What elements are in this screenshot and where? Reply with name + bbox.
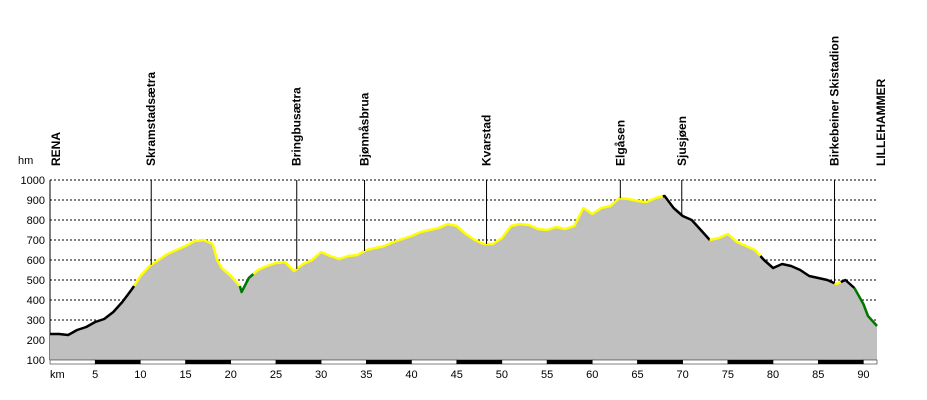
x-axis-band [230, 359, 277, 365]
y-tick-label: 500 [27, 275, 45, 287]
x-axis-unit: km [50, 369, 65, 381]
x-axis-band [366, 359, 412, 365]
place-label: Elgåsen [613, 120, 627, 166]
x-axis-band [818, 359, 864, 365]
x-tick-label: 60 [586, 369, 598, 381]
x-axis: km 5 10 15 20 25 30 35 40 45 50 55 60 65 70 75 80 85 90 [49, 359, 878, 381]
segment-yellow [252, 195, 664, 275]
x-tick-label: 40 [405, 369, 417, 381]
x-axis-band [637, 359, 683, 365]
x-axis-band [501, 359, 548, 365]
x-axis-band [592, 359, 638, 365]
x-tick-label: 10 [134, 369, 146, 381]
x-axis-band [546, 359, 593, 365]
x-axis-band [320, 359, 367, 365]
x-axis-band [185, 359, 232, 365]
x-tick-label: 30 [315, 369, 327, 381]
y-tick-label: 400 [27, 295, 45, 307]
x-tick-label: 25 [270, 369, 282, 381]
place-label: Bjønnåsbrua [358, 92, 372, 166]
y-tick-label: 600 [27, 255, 45, 267]
segment-black [840, 278, 856, 289]
x-axis-band [94, 359, 141, 365]
x-tick-label: 90 [857, 369, 869, 381]
y-tick-label: 1000 [21, 175, 45, 187]
y-tick-label: 100 [27, 355, 45, 367]
y-tick-label: 900 [27, 195, 45, 207]
y-tick-label: 700 [27, 235, 45, 247]
y-tick-label: 200 [27, 335, 45, 347]
profile-fill [50, 196, 877, 360]
x-axis-band [682, 359, 729, 365]
segment-yellow [133, 238, 241, 287]
x-axis-band [275, 359, 322, 365]
place-label: Kvarstad [480, 115, 494, 166]
segment-black [759, 255, 836, 285]
segment-black [50, 285, 136, 337]
y-tick-label: 800 [27, 215, 45, 227]
segment-yellow [709, 232, 762, 257]
place-label: RENA [49, 132, 63, 166]
x-tick-label: 20 [225, 369, 237, 381]
x-tick-label: 50 [496, 369, 508, 381]
x-axis-band [49, 359, 96, 365]
y-axis-unit: hm [18, 155, 33, 167]
x-tick-label: 55 [541, 369, 553, 381]
x-tick-label: 70 [677, 369, 689, 381]
segment-green [238, 273, 255, 294]
place-markers: RENA Skramstadsætra Bringbusætra Bjønnåsbru… [49, 36, 888, 284]
x-tick-label: 15 [179, 369, 191, 381]
place-label: Birkebeiner Skistadion [828, 36, 842, 166]
y-axis: hm 100 200 300 400 500 600 700 800 900 1000 [18, 155, 45, 367]
place-label: Bringbusætra [290, 87, 304, 166]
x-tick-label: 5 [92, 369, 98, 381]
profile-line-segments [50, 194, 878, 337]
place-label: LILLEHAMMER [874, 78, 888, 166]
x-axis-band [140, 359, 186, 365]
segment-green [853, 287, 878, 327]
place-label: Skramstadsætra [144, 72, 158, 166]
x-tick-label: 85 [812, 369, 824, 381]
x-axis-band [456, 359, 503, 365]
place-label: Sjusjøen [675, 116, 689, 166]
x-tick-label: 75 [722, 369, 734, 381]
x-axis-band [863, 359, 878, 365]
x-axis-band [411, 359, 457, 365]
profile-area [50, 196, 877, 360]
x-tick-label: 45 [451, 369, 463, 381]
x-axis-band [772, 359, 819, 365]
x-tick-label: 65 [631, 369, 643, 381]
segment-yellow [833, 280, 842, 286]
x-axis-band [727, 359, 774, 365]
y-tick-label: 300 [27, 315, 45, 327]
segment-black [662, 194, 711, 241]
x-tick-label: 35 [360, 369, 372, 381]
x-tick-label: 80 [767, 369, 779, 381]
